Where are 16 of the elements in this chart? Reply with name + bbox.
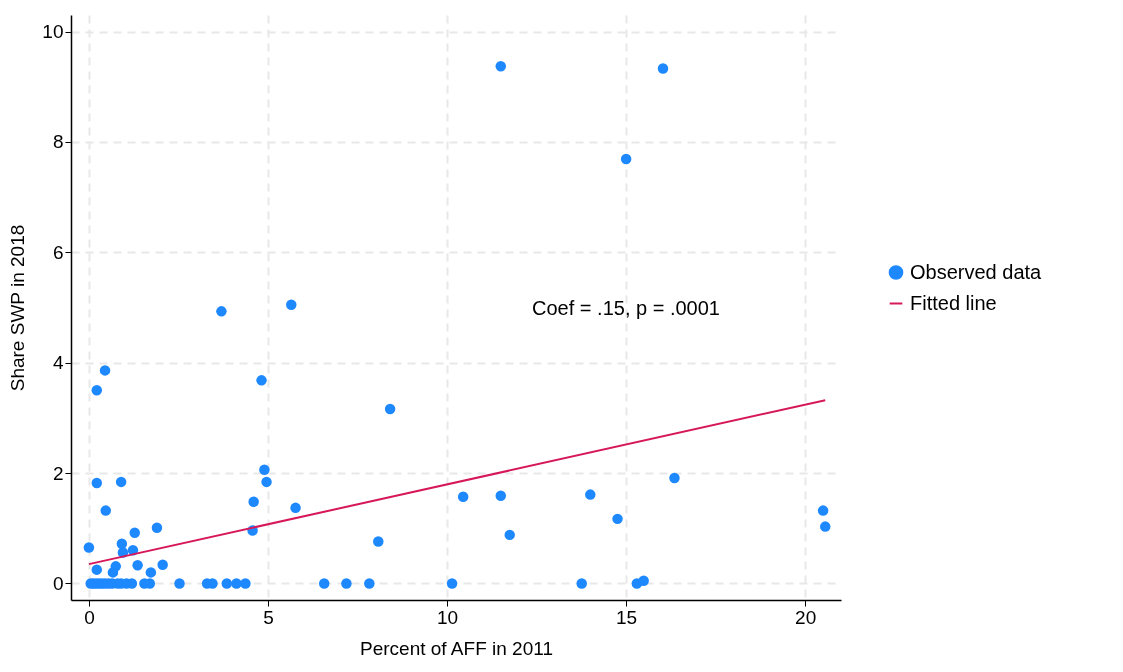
x-tick-label: 0 <box>84 606 95 628</box>
x-tick-label: 10 <box>436 606 459 628</box>
x-tick-label: 5 <box>263 606 274 628</box>
x-axis-title: Percent of AFF in 2011 <box>360 637 553 659</box>
y-axis-title: Share SWP in 2018 <box>7 224 29 392</box>
y-tick-label: 4 <box>52 352 64 374</box>
y-tick-label: 8 <box>52 131 64 153</box>
legend-label: Observed data <box>910 260 1043 283</box>
legend-label: Fitted line <box>910 291 997 314</box>
y-tick-label: 6 <box>52 241 64 263</box>
y-tick-label: 2 <box>52 462 64 484</box>
x-tick-label: 15 <box>616 606 638 628</box>
y-tick-label: 10 <box>42 21 64 43</box>
x-tick-label: 20 <box>795 606 817 628</box>
annotation: Coef = .15, p = .0001 <box>532 297 720 319</box>
y-tick-label: 0 <box>52 572 64 594</box>
